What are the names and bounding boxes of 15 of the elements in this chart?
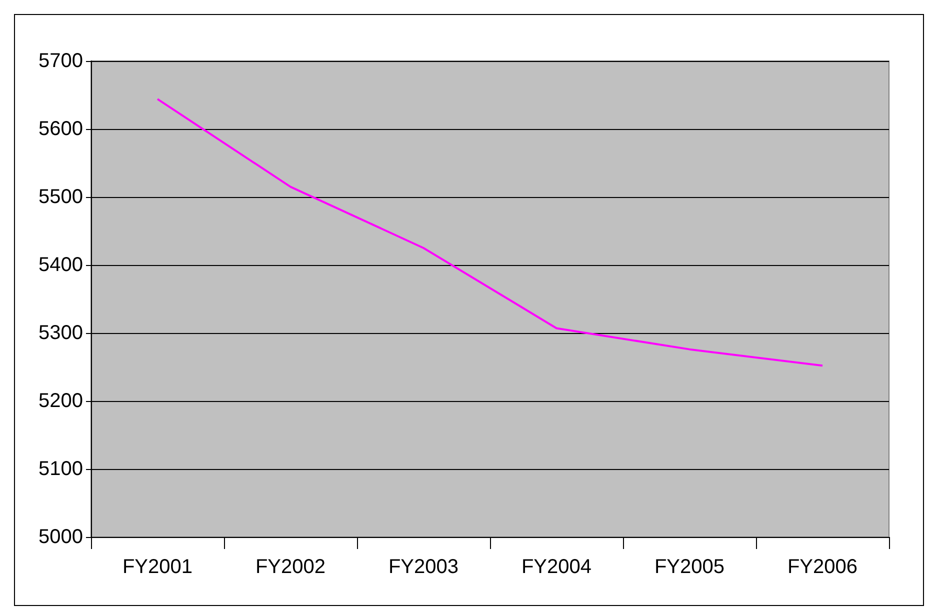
y-tick-label: 5200 bbox=[38, 390, 83, 412]
y-tick-label: 5500 bbox=[38, 186, 83, 208]
y-tick-label: 5300 bbox=[38, 322, 83, 344]
y-tick-label: 5400 bbox=[38, 254, 83, 276]
x-tick-label: FY2005 bbox=[654, 556, 725, 578]
y-tick-label: 5100 bbox=[38, 458, 83, 480]
x-tick-label: FY2006 bbox=[787, 556, 858, 578]
y-tick-label: 5000 bbox=[38, 526, 83, 548]
y-tick-label: 5700 bbox=[38, 50, 83, 72]
x-tick-label: FY2001 bbox=[122, 556, 193, 578]
x-tick-label: FY2004 bbox=[521, 556, 592, 578]
x-tick-label: FY2002 bbox=[255, 556, 326, 578]
line-series bbox=[156, 98, 824, 367]
x-tick-label: FY2003 bbox=[388, 556, 459, 578]
y-tick-label: 5600 bbox=[38, 118, 83, 140]
